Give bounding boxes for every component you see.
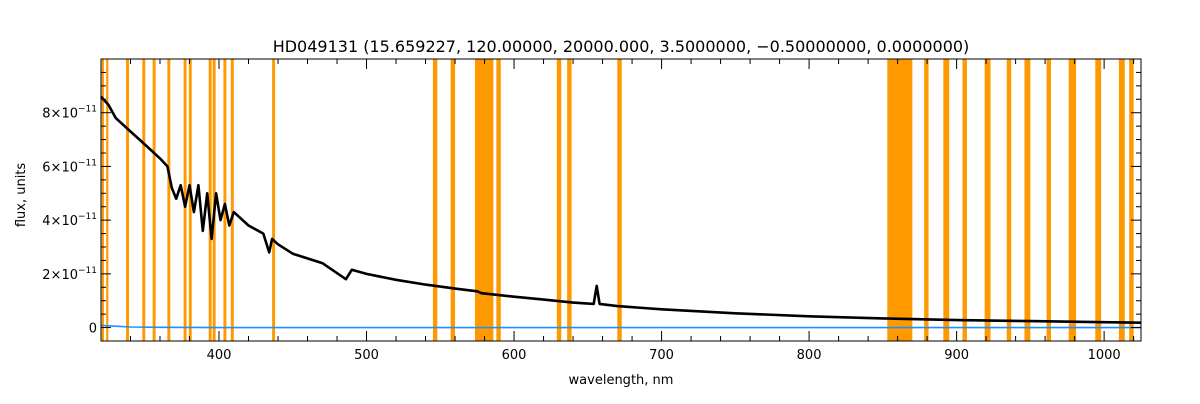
flux-series-line bbox=[100, 95, 1142, 324]
masked-region bbox=[1046, 59, 1052, 341]
masked-region bbox=[106, 59, 109, 341]
masked-region bbox=[887, 59, 913, 341]
masked-region bbox=[984, 59, 991, 341]
x-axis-label: wavelength, nm bbox=[569, 373, 674, 388]
masked-region bbox=[1129, 59, 1134, 341]
x-tick-label: 800 bbox=[797, 348, 822, 363]
masked-region bbox=[556, 59, 562, 341]
axes: 400 500 600 700 800 900 1000 0 2×10−11 4×10−11 6×1… bbox=[42, 58, 1142, 363]
y-tick-label: 8×10−11 bbox=[42, 105, 97, 122]
masked-region bbox=[450, 59, 456, 341]
masked-region bbox=[126, 59, 130, 341]
y-tick-label: 0 bbox=[89, 322, 97, 337]
masked-region bbox=[167, 59, 171, 341]
masked-region bbox=[188, 59, 192, 341]
x-tick-label: 900 bbox=[944, 348, 969, 363]
x-tick-label: 400 bbox=[207, 348, 232, 363]
masked-region bbox=[924, 59, 929, 341]
x-tick-label: 600 bbox=[502, 348, 527, 363]
masked-region bbox=[567, 59, 572, 341]
y-tick-label: 4×10−11 bbox=[42, 212, 97, 229]
masked-region bbox=[230, 59, 234, 341]
y-tick-label: 6×10−11 bbox=[42, 158, 97, 175]
masked-region bbox=[432, 59, 438, 341]
masked-region bbox=[1024, 59, 1031, 341]
masked-regions bbox=[101, 59, 1134, 341]
y-tick-label: 2×10−11 bbox=[42, 266, 97, 283]
plot-frame bbox=[100, 58, 1142, 342]
masked-region bbox=[142, 59, 146, 341]
masked-region bbox=[943, 59, 950, 341]
x-tick-label: 700 bbox=[649, 348, 674, 363]
masked-region bbox=[152, 59, 156, 341]
masked-region bbox=[272, 59, 276, 341]
plot-lines bbox=[100, 95, 1142, 329]
masked-region bbox=[1118, 59, 1125, 341]
masked-region bbox=[474, 59, 494, 341]
masked-region bbox=[1095, 59, 1102, 341]
error-series-line bbox=[100, 324, 1141, 329]
masked-region bbox=[962, 59, 967, 341]
masked-region bbox=[208, 59, 212, 341]
masked-region bbox=[101, 59, 104, 341]
masked-region bbox=[183, 59, 187, 341]
masked-region bbox=[223, 59, 227, 341]
masked-region bbox=[1068, 59, 1077, 341]
x-tick-label: 500 bbox=[354, 348, 379, 363]
chart-title: HD049131 (15.659227, 120.00000, 20000.00… bbox=[273, 37, 970, 56]
masked-region bbox=[496, 59, 501, 341]
y-axis-label: flux, units bbox=[14, 163, 29, 228]
masked-region bbox=[617, 59, 622, 341]
masked-region bbox=[1006, 59, 1012, 341]
x-tick-label: 1000 bbox=[1088, 348, 1121, 363]
